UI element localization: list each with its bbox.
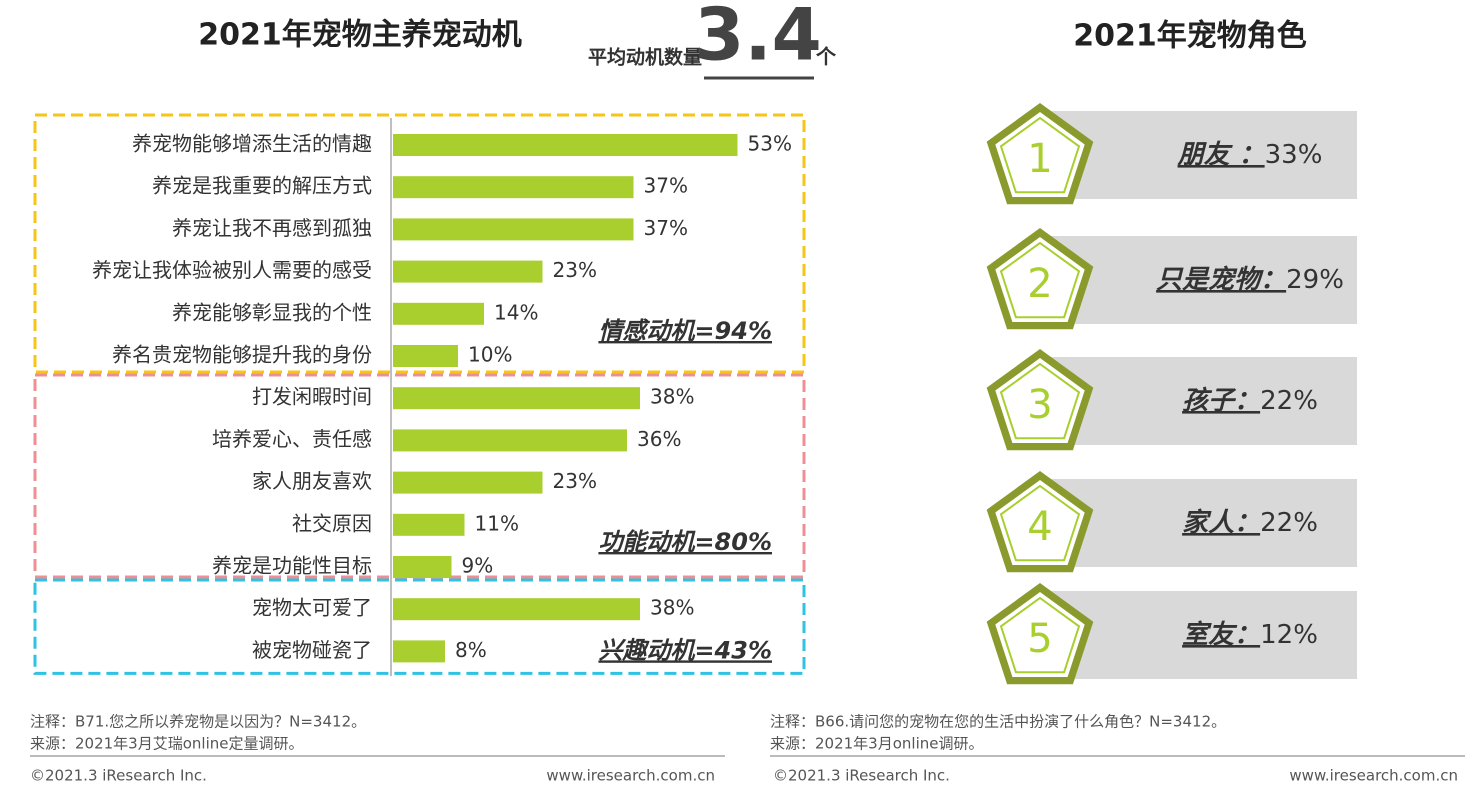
- value-label: 37%: [644, 216, 688, 240]
- role-label: 朋友 ：33%: [1177, 140, 1323, 170]
- pentagon-ring: [999, 362, 1081, 440]
- subtitle: 平均动机数量: [588, 46, 702, 69]
- group-label: 兴趣动机=43%: [598, 636, 772, 664]
- bar: [393, 598, 640, 621]
- bar: [393, 471, 543, 494]
- source: 来源：2021年3月online调研。: [770, 735, 983, 753]
- role-row: [1050, 479, 1357, 567]
- category-label: 养宠是我重要的解压方式: [152, 174, 372, 198]
- role-row: [1050, 591, 1357, 679]
- pentagon-ring: [999, 116, 1081, 194]
- unit: 个: [815, 45, 837, 69]
- pentagon-ring: [999, 484, 1081, 562]
- url: www.iresearch.com.cn: [1289, 767, 1458, 785]
- left-title: 2021年宠物主养宠动机: [198, 18, 522, 53]
- value-label: 8%: [455, 638, 487, 662]
- category-label: 培养爱心、责任感: [212, 427, 372, 451]
- bar: [393, 218, 634, 241]
- highlight: 3.4: [694, 0, 822, 77]
- role-label: 室友：12%: [1182, 620, 1318, 650]
- category-label: 被宠物碰瓷了: [252, 638, 372, 662]
- value-label: 37%: [644, 174, 688, 198]
- category-label: 养宠能够彰显我的个性: [172, 300, 372, 324]
- category-label: 养宠物能够增添生活的情趣: [132, 132, 372, 156]
- role-value: 33%: [1265, 140, 1323, 170]
- role-name: 家人：: [1182, 508, 1260, 538]
- role-row: [1050, 236, 1357, 324]
- role-name: 室友：: [1182, 620, 1260, 650]
- bar: [393, 345, 458, 367]
- value-label: 14%: [494, 300, 538, 324]
- category-label: 养名贵宠物能够提升我的身份: [112, 343, 372, 367]
- role-name: 孩子：: [1182, 386, 1260, 416]
- group-label: 情感动机=94%: [598, 317, 772, 345]
- category-label: 社交原因: [292, 511, 372, 535]
- category-label: 宠物太可爱了: [252, 596, 372, 620]
- group-box: [33, 578, 806, 675]
- category-label: 养宠是功能性目标: [212, 554, 372, 578]
- value-label: 38%: [650, 385, 694, 409]
- group-box: [33, 113, 806, 374]
- bar: [393, 640, 445, 663]
- pentagon-ring: [999, 241, 1081, 319]
- value-label: 9%: [462, 554, 494, 578]
- value-label: 10%: [468, 343, 512, 367]
- rank: 3: [1027, 382, 1052, 428]
- bar: [393, 556, 452, 578]
- pentagon-ring: [999, 596, 1081, 674]
- value-label: 23%: [553, 258, 597, 282]
- rank: 1: [1027, 136, 1052, 182]
- value-label: 53%: [748, 132, 792, 156]
- value-label: 36%: [637, 427, 681, 451]
- note: 注释：B66.请问您的宠物在您的生活中扮演了什么角色？N=3412。: [770, 713, 1226, 731]
- copyright: ©2021.3 iResearch Inc.: [30, 767, 207, 785]
- category-label: 养宠让我不再感到孤独: [172, 216, 372, 240]
- category-label: 家人朋友喜欢: [252, 469, 372, 493]
- category-label: 养宠让我体验被别人需要的感受: [92, 258, 372, 282]
- role-name: 朋友 ：: [1177, 140, 1265, 170]
- rank: 5: [1027, 616, 1052, 662]
- bar: [393, 513, 465, 536]
- role-value: 12%: [1260, 620, 1318, 650]
- role-name: 只是宠物：: [1156, 265, 1286, 295]
- role-value: 22%: [1260, 508, 1318, 538]
- category-label: 打发闲暇时间: [252, 385, 372, 409]
- note: 注释：B71.您之所以养宠物是以因为？N=3412。: [30, 713, 366, 731]
- role-value: 29%: [1286, 265, 1344, 295]
- value-label: 38%: [650, 596, 694, 620]
- source: 来源：2021年3月艾瑞online定量调研。: [30, 735, 303, 753]
- bar: [393, 429, 627, 452]
- right-title: 2021年宠物角色: [1073, 19, 1307, 54]
- bar: [393, 302, 484, 325]
- role-label: 家人：22%: [1182, 508, 1318, 538]
- role-label: 只是宠物：29%: [1156, 265, 1344, 295]
- value-label: 23%: [553, 469, 597, 493]
- url: www.iresearch.com.cn: [546, 767, 715, 785]
- rank: 2: [1027, 261, 1052, 307]
- bar: [393, 176, 634, 199]
- role-value: 22%: [1260, 386, 1318, 416]
- role-row: [1050, 111, 1357, 199]
- copyright: ©2021.3 iResearch Inc.: [773, 767, 950, 785]
- role-row: [1050, 357, 1357, 445]
- value-label: 11%: [475, 511, 519, 535]
- bar: [393, 134, 738, 156]
- role-label: 孩子：22%: [1182, 386, 1318, 416]
- group-label: 功能动机=80%: [598, 528, 772, 556]
- rank: 4: [1027, 504, 1052, 550]
- bar: [393, 387, 640, 410]
- bar: [393, 260, 543, 283]
